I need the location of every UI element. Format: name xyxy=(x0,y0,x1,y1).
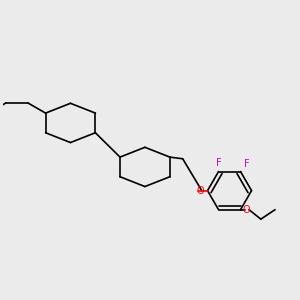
Text: O: O xyxy=(243,205,250,215)
Text: F: F xyxy=(244,159,250,169)
Text: F: F xyxy=(216,158,221,167)
Text: O: O xyxy=(196,186,204,196)
